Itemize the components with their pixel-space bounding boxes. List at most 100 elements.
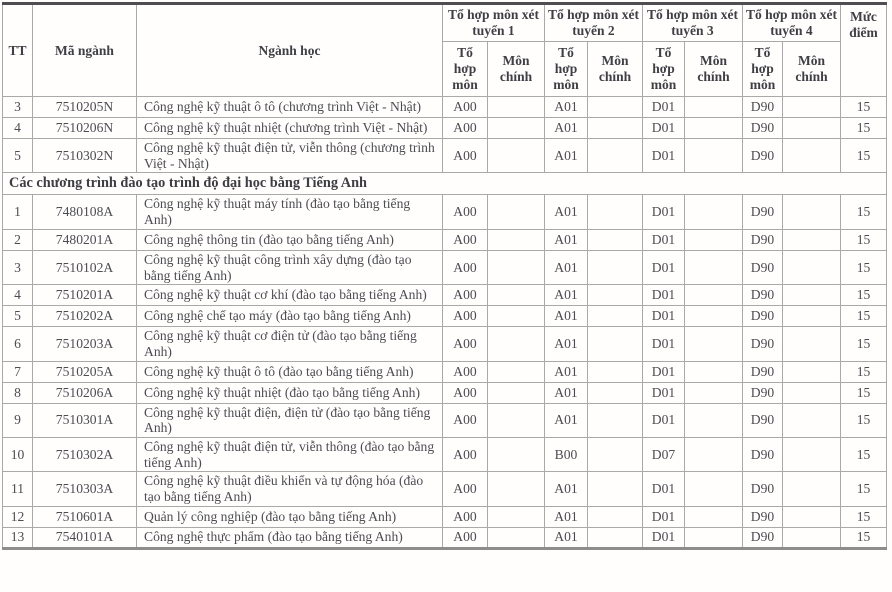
combo-cell: A00	[442, 505, 488, 528]
major-name-cell: Công nghệ kỹ thuật ô tô (đào tạo bằng ti…	[136, 360, 443, 383]
combo-cell: D01	[642, 526, 685, 549]
table-row: 9 7510301A Công nghệ kỹ thuật điện, điện t…	[2, 402, 887, 439]
combo-cell: D01	[642, 137, 685, 174]
combo-cell: D01	[642, 284, 685, 307]
section-header: Các chương trình đào tạo trình độ đại họ…	[2, 172, 887, 196]
score-cell: 15	[840, 360, 887, 383]
sub-header-main-3: Môn chính	[684, 41, 743, 97]
main-subject-cell	[487, 228, 545, 251]
main-subject-cell	[684, 381, 743, 404]
main-subject-cell	[782, 471, 841, 507]
main-subject-cell	[487, 505, 545, 528]
score-cell: 15	[840, 402, 887, 439]
score-cell: 15	[840, 284, 887, 307]
combo-cell: D90	[742, 381, 783, 404]
major-name-cell: Công nghệ kỹ thuật cơ khí (đào tạo bằng …	[136, 284, 443, 307]
main-subject-cell	[487, 249, 545, 286]
major-name-cell: Công nghệ kỹ thuật máy tính (đào tạo bằn…	[136, 194, 443, 230]
main-subject-cell	[587, 437, 643, 473]
col-header-major-name: Ngành học	[136, 3, 443, 97]
combo-cell: A01	[544, 326, 588, 362]
combo-cell: D01	[642, 117, 685, 139]
main-subject-cell	[587, 326, 643, 362]
col-header-major-code: Mã ngành	[32, 3, 137, 97]
combo-cell: A00	[442, 194, 488, 230]
combo-cell: D01	[642, 326, 685, 362]
main-subject-cell	[782, 526, 841, 549]
table-row: 1 7480108A Công nghệ kỹ thuật máy tính (đà…	[2, 194, 887, 230]
score-cell: 15	[840, 137, 887, 174]
combo-cell: A01	[544, 381, 588, 404]
combo-cell: D01	[642, 471, 685, 507]
tt-cell: 3	[2, 96, 33, 118]
combo-cell: A01	[544, 360, 588, 383]
combo-cell: D90	[742, 117, 783, 139]
tt-cell: 7	[2, 360, 33, 383]
combo-cell: D90	[742, 284, 783, 307]
major-code-cell: 7480108A	[32, 194, 137, 230]
main-subject-cell	[782, 381, 841, 404]
main-subject-cell	[684, 284, 743, 307]
tt-cell: 4	[2, 284, 33, 307]
major-code-cell: 7510201A	[32, 284, 137, 307]
combo-cell: D90	[742, 305, 783, 328]
combo-cell: D01	[642, 228, 685, 251]
tt-cell: 5	[2, 137, 33, 174]
major-name-cell: Công nghệ kỹ thuật điện tử, viễn thông (…	[136, 137, 443, 174]
section-divider: Các chương trình đào tạo trình độ đại họ…	[2, 172, 887, 196]
tt-cell: 4	[2, 117, 33, 139]
combo-cell: D90	[742, 505, 783, 528]
combo-cell: A01	[544, 249, 588, 286]
combo-cell: A00	[442, 471, 488, 507]
major-name-cell: Công nghệ kỹ thuật điện tử, viễn thông (…	[136, 437, 443, 473]
sub-header-combo-4: Tổ hợp môn	[742, 41, 783, 97]
table-row: 5 7510202A Công nghệ chế tạo máy (đào tạo …	[2, 305, 887, 328]
combo-cell: D90	[742, 228, 783, 251]
combo-cell: D90	[742, 137, 783, 174]
score-cell: 15	[840, 381, 887, 404]
combo-cell: A00	[442, 381, 488, 404]
major-code-cell: 7510205N	[32, 96, 137, 118]
main-subject-cell	[782, 96, 841, 118]
combo-cell: D07	[642, 437, 685, 473]
sub-header-combo-3: Tổ hợp môn	[642, 41, 685, 97]
combo-cell: D90	[742, 249, 783, 286]
main-subject-cell	[684, 305, 743, 328]
main-subject-cell	[587, 194, 643, 230]
combo-cell: A01	[544, 305, 588, 328]
major-name-cell: Công nghệ chế tạo máy (đào tạo bằng tiến…	[136, 305, 443, 328]
section-english-rows: 1 7480108A Công nghệ kỹ thuật máy tính (đà…	[2, 194, 887, 549]
main-subject-cell	[487, 194, 545, 230]
col-header-combo-group-3: Tổ hợp môn xét tuyển 3	[642, 3, 743, 42]
major-name-cell: Công nghệ kỹ thuật cơ điện tử (đào tạo b…	[136, 326, 443, 362]
combo-cell: A01	[544, 471, 588, 507]
combo-cell: A00	[442, 402, 488, 439]
combo-cell: A01	[544, 284, 588, 307]
score-cell: 15	[840, 117, 887, 139]
score-cell: 15	[840, 326, 887, 362]
main-subject-cell	[487, 305, 545, 328]
main-subject-cell	[487, 381, 545, 404]
combo-cell: D90	[742, 360, 783, 383]
tt-cell: 12	[2, 505, 33, 528]
sub-header-main-2: Môn chính	[587, 41, 643, 97]
table-header: TT Mã ngành Ngành học Tổ hợp môn xét tuy…	[2, 3, 887, 97]
main-subject-cell	[487, 437, 545, 473]
col-header-score: Mức điểm	[840, 3, 887, 97]
table-row: 3 7510205N Công nghệ kỹ thuật ô tô (chương…	[2, 96, 887, 118]
tt-cell: 5	[2, 305, 33, 328]
major-code-cell: 7510203A	[32, 326, 137, 362]
major-code-cell: 7510601A	[32, 505, 137, 528]
table-row: 4 7510206N Công nghệ kỹ thuật nhiệt (chươn…	[2, 117, 887, 139]
main-subject-cell	[487, 402, 545, 439]
main-subject-cell	[782, 117, 841, 139]
score-cell: 15	[840, 96, 887, 118]
combo-cell: A00	[442, 526, 488, 549]
col-header-combo-group-1: Tổ hợp môn xét tuyển 1	[442, 3, 545, 42]
main-subject-cell	[782, 305, 841, 328]
major-code-cell: 7510302N	[32, 137, 137, 174]
admission-score-table: TT Mã ngành Ngành học Tổ hợp môn xét tuy…	[2, 2, 887, 550]
tt-cell: 1	[2, 194, 33, 230]
table-row: 3 7510102A Công nghệ kỹ thuật công trình x…	[2, 249, 887, 286]
